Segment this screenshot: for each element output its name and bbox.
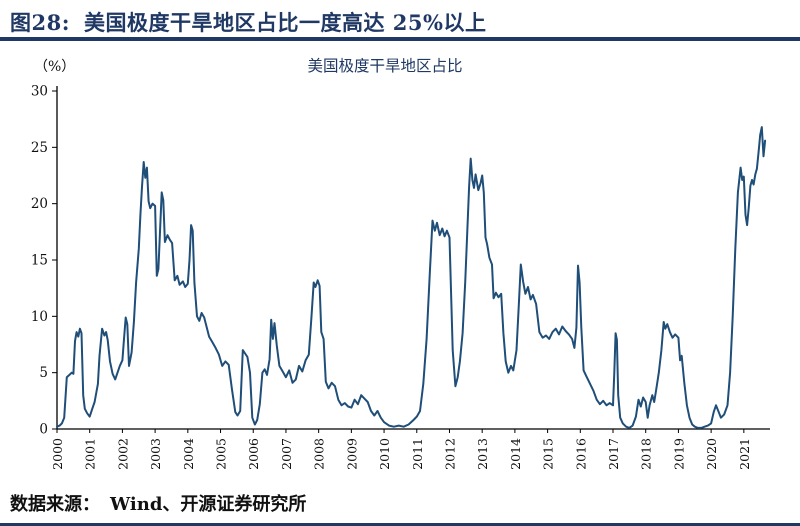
- svg-text:2005: 2005: [214, 438, 229, 470]
- svg-text:2009: 2009: [344, 438, 359, 470]
- drought-chart-svg: （%） 美国极度干旱地区占比 0 5 10 15 20 25 30 2000 2001 2002 2…: [31, 57, 770, 470]
- svg-text:2003: 2003: [148, 438, 163, 470]
- svg-text:25: 25: [31, 140, 48, 156]
- svg-text:2006: 2006: [246, 438, 261, 470]
- svg-text:2015: 2015: [541, 438, 556, 470]
- svg-text:10: 10: [31, 309, 48, 325]
- svg-text:2012: 2012: [442, 438, 457, 470]
- source-footer: 数据来源： Wind、开源证券研究所: [0, 482, 800, 526]
- svg-text:15: 15: [31, 253, 48, 269]
- y-axis-unit: （%）: [34, 59, 75, 75]
- svg-text:30: 30: [31, 84, 48, 100]
- svg-text:2021: 2021: [737, 438, 752, 470]
- source-text: Wind、开源证券研究所: [110, 494, 307, 515]
- chart-title: 美国极度干旱地区占比: [307, 57, 462, 75]
- chart-area: （%） 美国极度干旱地区占比 0 5 10 15 20 25 30 2000 2001 2002 2…: [0, 41, 800, 482]
- svg-text:2020: 2020: [704, 438, 719, 470]
- svg-text:5: 5: [39, 365, 48, 381]
- svg-text:2000: 2000: [50, 438, 65, 470]
- svg-text:2016: 2016: [573, 438, 588, 470]
- figure-label: 图28:: [10, 10, 70, 35]
- svg-text:2011: 2011: [410, 438, 425, 470]
- source-label: 数据来源：: [10, 494, 100, 515]
- svg-text:2017: 2017: [606, 438, 621, 470]
- svg-text:20: 20: [31, 196, 48, 212]
- svg-text:2013: 2013: [475, 438, 490, 470]
- svg-text:2001: 2001: [83, 438, 98, 470]
- svg-text:2008: 2008: [312, 438, 327, 470]
- svg-text:2014: 2014: [508, 438, 523, 470]
- chart-plot: 0 5 10 15 20 25 30 2000 2001 2002 2003 2004 2005 2006…: [31, 84, 770, 470]
- svg-text:0: 0: [39, 422, 48, 438]
- svg-text:2018: 2018: [639, 438, 654, 470]
- svg-text:2010: 2010: [377, 438, 392, 470]
- svg-text:2019: 2019: [671, 438, 686, 470]
- figure-header: 图28: 美国极度干旱地区占比一度高达 25%以上: [0, 0, 800, 41]
- svg-text:2007: 2007: [279, 438, 294, 470]
- figure-title: 美国极度干旱地区占比一度高达 25%以上: [83, 10, 487, 35]
- svg-text:2004: 2004: [181, 438, 196, 470]
- svg-text:2002: 2002: [115, 438, 130, 470]
